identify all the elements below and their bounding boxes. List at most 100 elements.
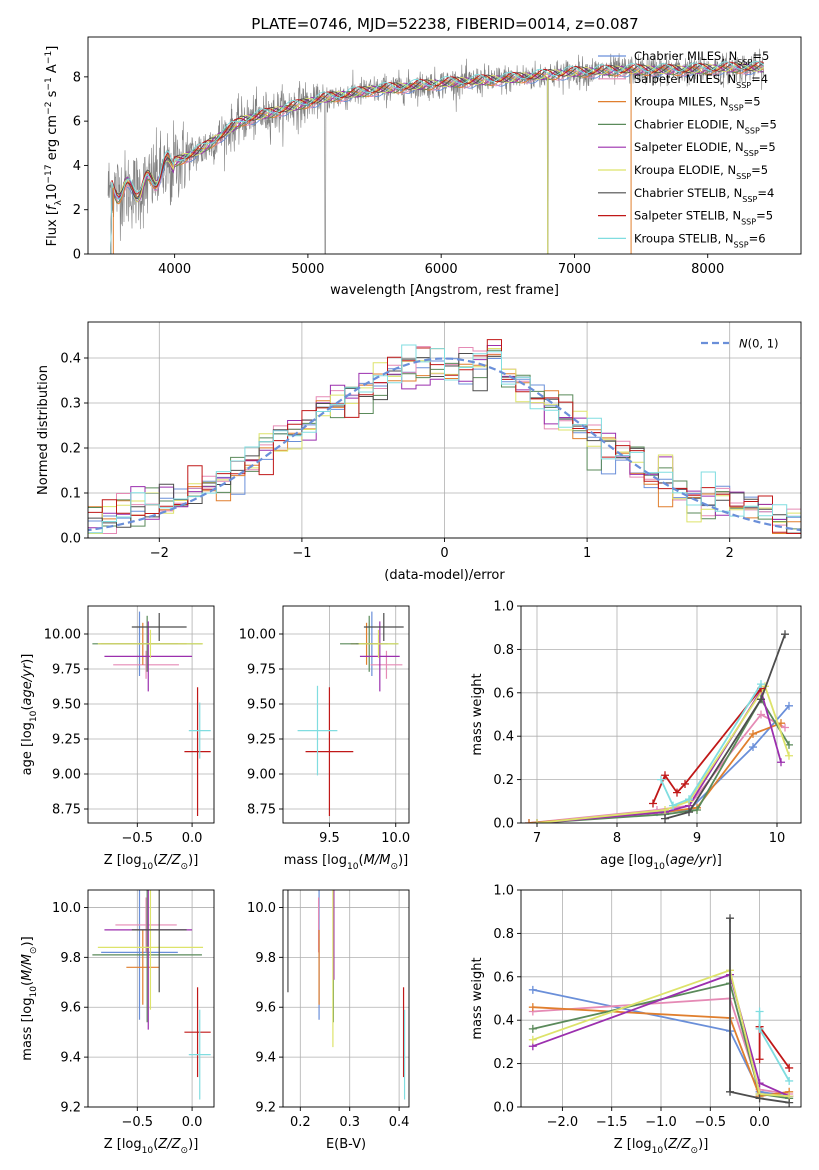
x-tick-label: 0.0 [749,1115,770,1130]
x-tick-label: 10 [769,831,786,846]
x-tick-label: 4000 [158,262,191,277]
error-bar-point [126,929,160,1005]
y-tick-label: 0.2 [493,1057,514,1072]
legend-label: Chabrier STELIB, NSSP=4 [634,186,774,204]
axes-frame [87,321,802,539]
error-bar-point [104,621,193,692]
y-axis-label: age [log10(age/yr)] [20,654,39,776]
error-bar-point [188,702,211,759]
plot-area [287,890,406,1100]
x-tick-label: 7 [533,831,541,846]
plus-marker [525,819,533,823]
x-axis-label: Z [log10(Z/Z⊙)] [104,853,199,872]
x-axis-label: mass [log10(M/M⊙)] [284,853,408,872]
x-tick-label: 9 [693,831,701,846]
y-tick-label: 9.50 [52,698,81,713]
error-bar-point [131,890,187,993]
x-axis-label: age [log10(age/yr)] [600,853,722,872]
y-tick-label: 0 [73,248,81,263]
y-tick-label: 0.6 [493,686,514,701]
mass-weight-line [532,969,790,1098]
residual-histogram-step [88,344,801,534]
plus-marker [661,814,669,823]
y-tick-label: 0.8 [493,927,514,942]
plus-marker [528,1003,537,1012]
legend-label: Kroupa ELODIE, NSSP=5 [634,163,768,181]
legend-entry: Salpeter STELIB, NSSP=5 [598,209,773,226]
legend-entry: Salpeter MILES, NSSP=4 [598,72,768,89]
y-tick-label: 1.0 [493,884,514,899]
x-tick-label: −1.5 [596,1115,628,1130]
plus-marker [785,1076,794,1085]
y-tick-label: 9.50 [247,698,276,713]
y-tick-label: 2 [73,203,81,218]
figure-title: PLATE=0746, MJD=52238, FIBERID=0014, z=0… [251,15,638,33]
age-vs-mass-panel: 9.5 10.0 8.75 9.00 9.25 9.50 9.75 10.00 mass [lo… [239,605,410,872]
plus-marker [755,1094,764,1103]
plus-marker [755,1024,764,1033]
x-tick-label: −2 [150,546,169,561]
x-tick-label: 5000 [291,262,324,277]
y-axis-label: Flux [fλ10−17 erg cm−2 s−1 A−1] [44,46,64,247]
x-tick-label: 0.3 [339,1115,360,1130]
error-bar-point [370,650,403,679]
legend-label: Chabrier MILES, NSSP=5 [634,49,769,67]
y-tick-label: 0.3 [60,397,81,412]
y-tick-label: 9.75 [247,663,276,678]
legend-label: Kroupa STELIB, NSSP=6 [634,231,766,249]
error-bar-point [359,621,400,692]
plus-marker [693,805,701,814]
error-bar-point [92,890,202,1023]
x-tick-label: 7000 [558,262,591,277]
x-tick-label: 0.0 [182,1115,203,1130]
plus-marker [685,808,693,817]
x-tick-label: 0.4 [389,1115,410,1130]
y-tick-label: 0.0 [493,817,514,832]
x-tick-label: 0.0 [182,831,203,846]
y-tick-label: 0.4 [60,352,81,367]
y-tick-label: 8.75 [247,803,276,818]
legend-label: N(0, 1) [739,337,779,351]
y-tick-label: 0.8 [493,643,514,658]
x-axis-label: (data-model)/error [384,568,505,583]
x-tick-label: −2.0 [547,1115,579,1130]
plus-marker [757,680,765,689]
y-tick-label: 9.00 [52,768,81,783]
plus-marker [785,740,793,749]
y-tick-label: 10.00 [44,628,81,643]
y-tick-label: 0.1 [60,487,81,502]
y-tick-label: 9.25 [52,733,81,748]
plus-marker [757,695,765,704]
mass-vs-metallicity-panel: −0.5 0.0 9.2 9.4 9.6 9.8 10.0 Z [log10(Z/Z⊙)] ma… [20,889,215,1156]
mass-weight-line [532,1006,790,1098]
x-axis-label: Z [log10(Z/Z⊙)] [614,1137,709,1156]
y-tick-label: 0.2 [60,442,81,457]
plus-marker [649,799,657,808]
x-tick-label: 0.2 [290,1115,311,1130]
y-tick-label: 6 [73,115,81,130]
y-tick-label: 1.0 [493,600,514,615]
legend-label: Salpeter ELODIE, NSSP=5 [634,140,776,158]
error-bar-point [188,1009,211,1100]
axes-frame [282,889,410,1108]
x-axis-label: Z [log10(Z/Z⊙)] [104,1137,199,1156]
legend-entry: Chabrier ELODIE, NSSP=5 [598,117,777,135]
plus-marker [781,723,789,732]
error-bar-point [101,890,178,1020]
plus-marker [755,1055,764,1064]
x-tick-label: 10.0 [381,831,410,846]
spectrum-panel: 4000 5000 6000 7000 8000 0 2 4 6 8 Chabrier MILES,… [44,36,802,298]
mass-weight-series [661,630,789,823]
x-tick-label: 9.5 [319,831,340,846]
plus-marker [749,730,757,739]
y-tick-label: 8.75 [52,803,81,818]
x-tick-label: −1.0 [645,1115,677,1130]
plus-marker [726,1087,735,1096]
x-tick-label: 6000 [425,262,458,277]
plus-marker [533,819,541,823]
plus-marker [785,751,793,760]
plot-area [107,48,764,254]
model-spectrum-line [108,62,764,254]
legend-label: Kroupa MILES, NSSP=5 [634,95,761,113]
y-axis-label: Normed distribution [36,365,51,495]
